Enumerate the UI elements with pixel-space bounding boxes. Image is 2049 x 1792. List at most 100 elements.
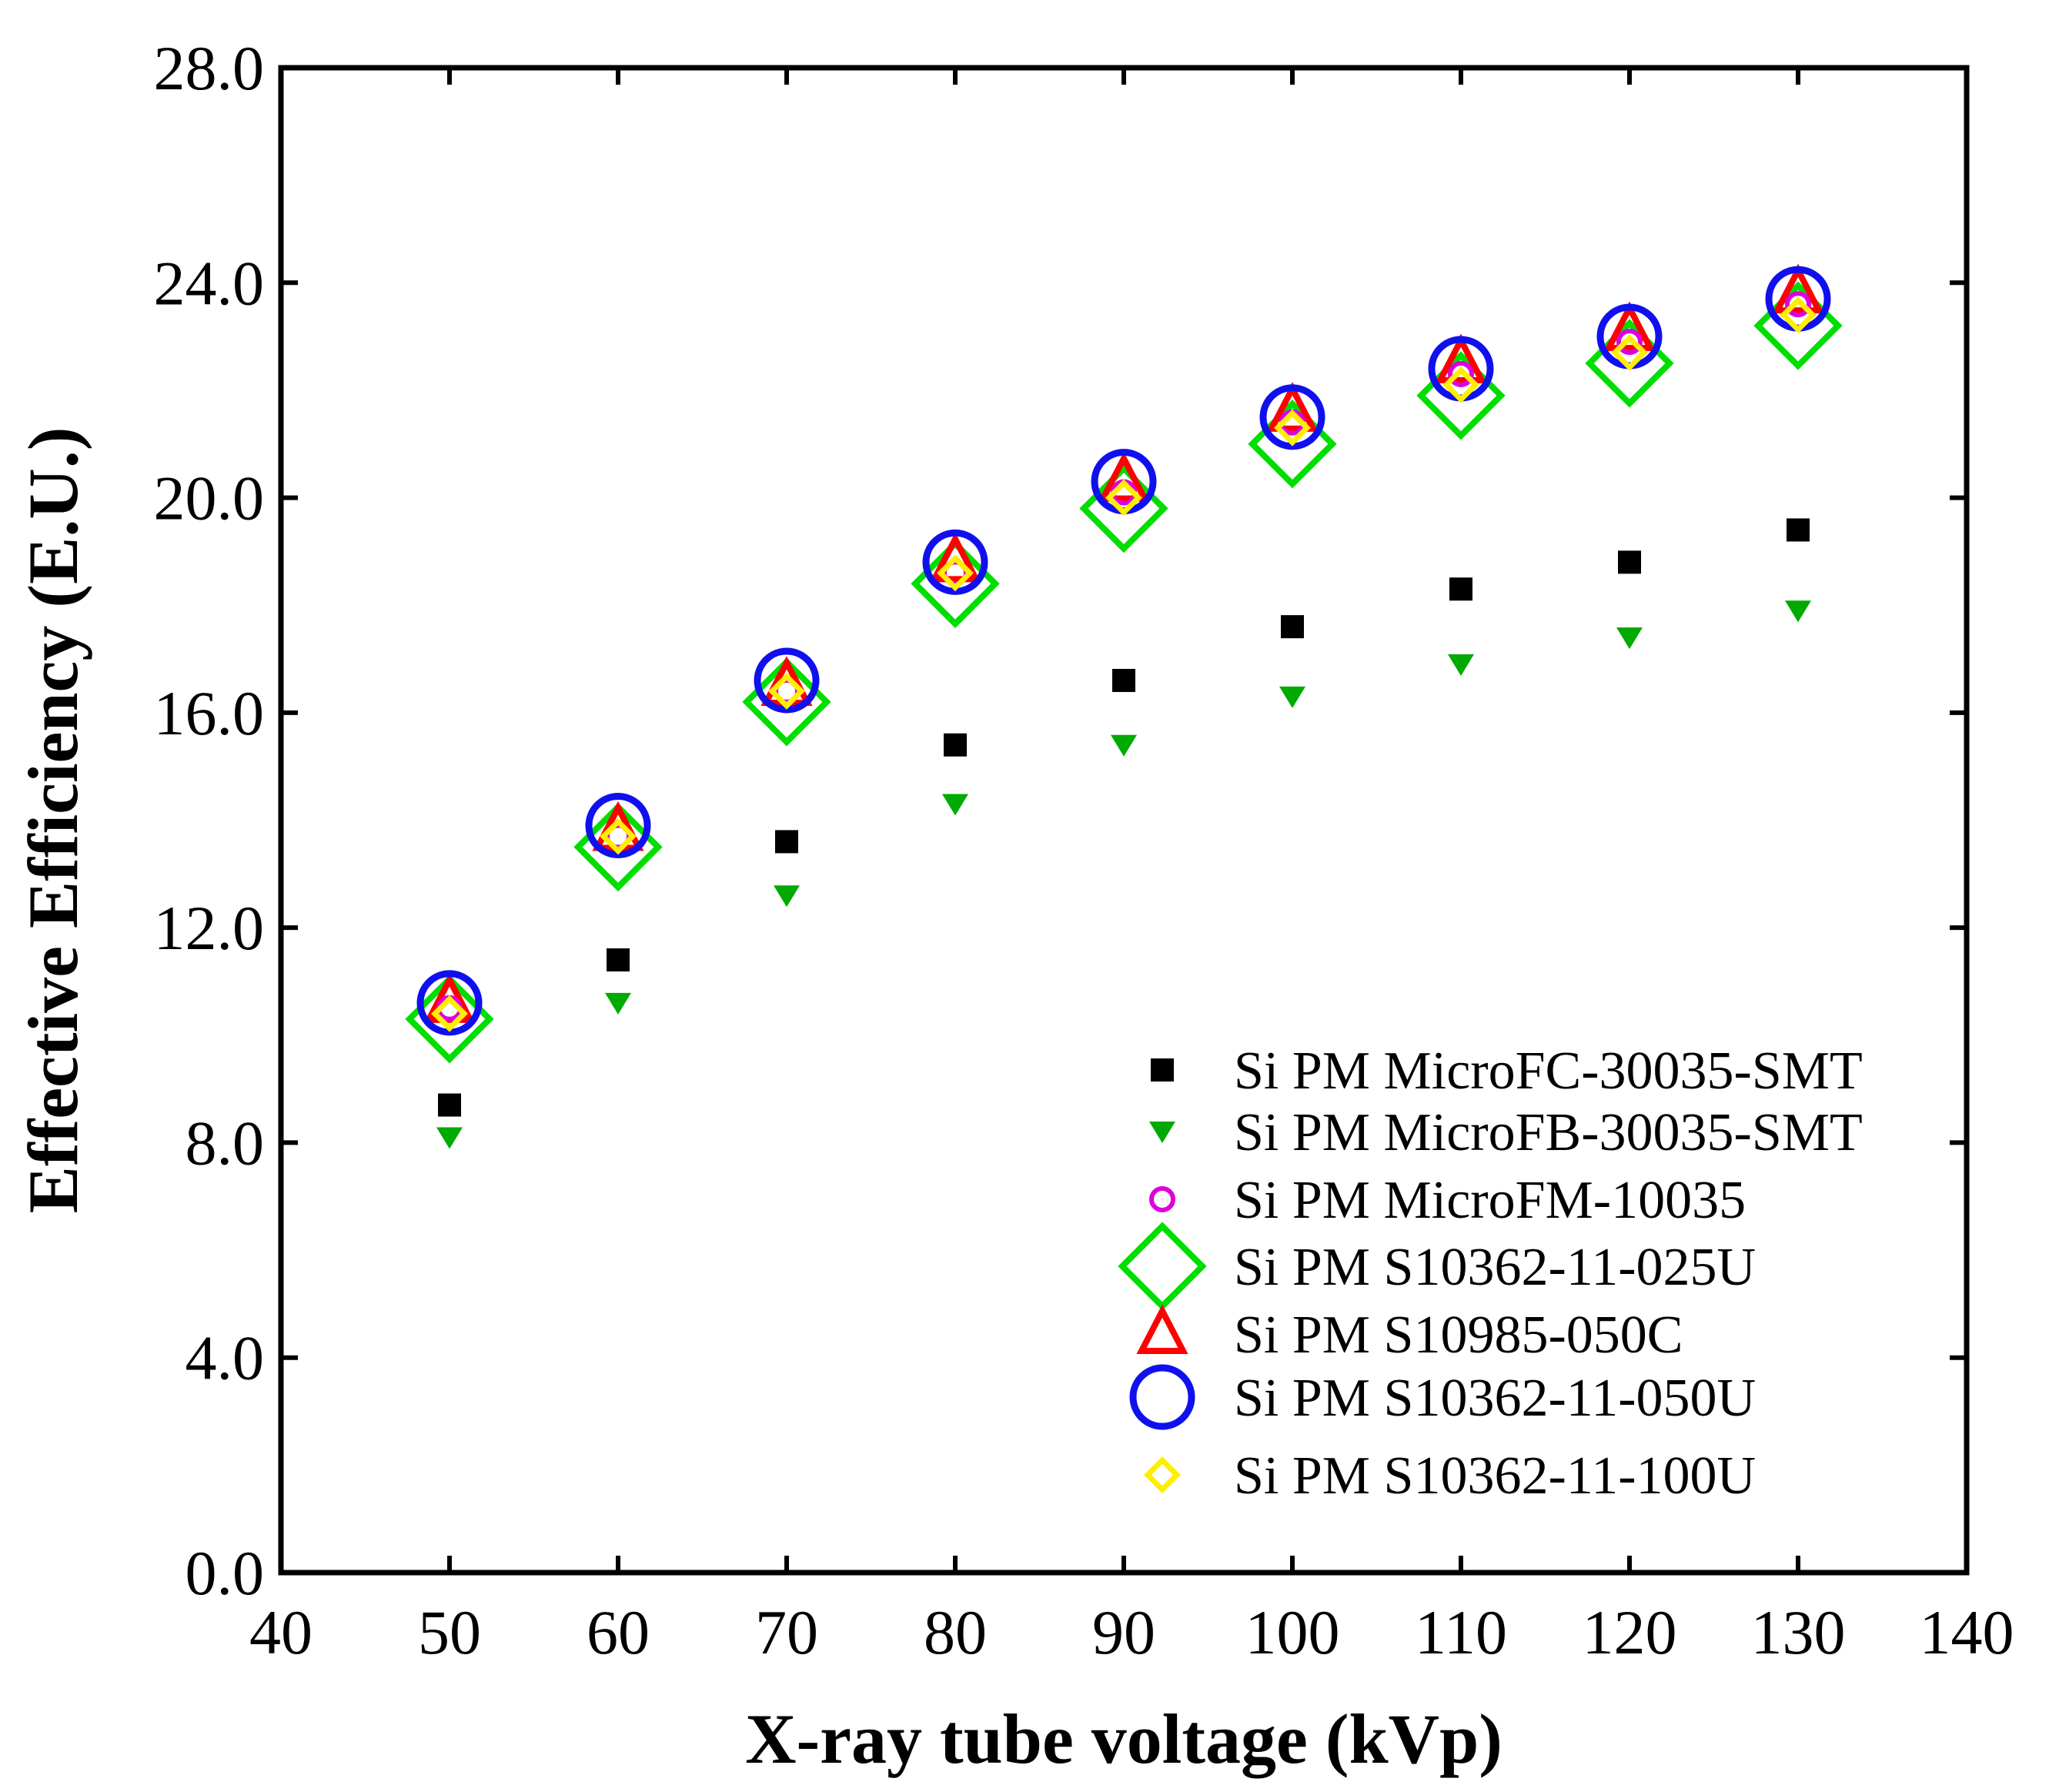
legend-item: Si PM S10362-11-025U (1118, 1222, 1756, 1311)
legend-marker (1149, 1122, 1175, 1143)
data-point (1772, 263, 1824, 314)
data-point (942, 794, 968, 816)
y-tick-label: 24.0 (154, 248, 265, 318)
plot-border (278, 65, 1970, 1576)
legend-marker (1151, 1058, 1174, 1082)
x-axis: 40 50 60 70 80 90 100 110 120 130 140 (249, 68, 2014, 1667)
data-point (605, 823, 631, 850)
data-point (1281, 615, 1304, 639)
legend-label: Si PM MicroFC-30035-SMT (1234, 1041, 1863, 1101)
data-point (605, 992, 631, 1015)
data-point (438, 1093, 461, 1117)
series-layer (405, 263, 1843, 1149)
series-2 (436, 291, 1811, 1021)
legend-label: Si PM S10362-11-050U (1234, 1369, 1756, 1428)
data-point (944, 733, 967, 757)
legend-item: Si PM S10362-11-050U (1129, 1364, 1756, 1430)
data-point (1785, 600, 1811, 623)
x-tick-label: 140 (1920, 1597, 2014, 1667)
data-point (1112, 668, 1135, 692)
x-tick-label: 60 (587, 1597, 650, 1667)
plot-frame (278, 65, 1970, 1576)
legend-item: Si PM MicroFM-10035 (1149, 1171, 1746, 1230)
legend-marker (1129, 1364, 1195, 1430)
legend-marker (1118, 1222, 1207, 1311)
legend-label: Si PM S10362-11-100U (1234, 1446, 1756, 1506)
series-6 (431, 296, 1817, 1032)
x-tick-label: 70 (755, 1597, 818, 1667)
data-point (760, 656, 813, 706)
x-tick-label: 90 (1092, 1597, 1155, 1667)
data-point (1616, 627, 1643, 650)
data-point (1442, 366, 1479, 403)
data-point (436, 1127, 463, 1149)
x-tick-label: 100 (1245, 1597, 1340, 1667)
data-point (600, 817, 637, 855)
data-point (1105, 479, 1142, 517)
y-axis-title: Effective Efficiency (E.U.) (14, 427, 92, 1214)
x-tick-label: 110 (1415, 1597, 1507, 1667)
data-point (775, 830, 798, 854)
y-tick-label: 4.0 (186, 1323, 265, 1393)
y-tick-label: 28.0 (154, 33, 265, 103)
x-axis-title: X-ray tube voltage (kVp) (745, 1700, 1502, 1778)
data-point (431, 995, 468, 1032)
x-tick-label: 120 (1583, 1597, 1677, 1667)
legend-item: Si PM S10362-11-100U (1144, 1446, 1756, 1506)
data-point (768, 672, 805, 710)
data-point (1448, 654, 1474, 677)
data-point (585, 792, 651, 858)
data-point (1274, 409, 1311, 446)
data-point (592, 801, 644, 851)
legend-label: Si PM S10985-050C (1234, 1306, 1683, 1365)
data-point (1780, 296, 1817, 334)
data-point (929, 532, 981, 583)
data-point (1266, 382, 1319, 432)
data-point (937, 554, 974, 592)
x-tick-label: 130 (1751, 1597, 1846, 1667)
data-point (607, 948, 630, 972)
series-5 (416, 266, 1831, 1036)
y-tick-label: 0.0 (186, 1538, 265, 1608)
data-point (1449, 577, 1472, 601)
data-point (1435, 333, 1487, 384)
data-point (1448, 360, 1474, 387)
data-point (1279, 686, 1305, 708)
y-tick-label: 8.0 (186, 1108, 265, 1178)
legend-item: Si PM MicroFC-30035-SMT (1151, 1041, 1863, 1101)
y-tick-label: 12.0 (154, 893, 265, 963)
legend-label: Si PM MicroFM-10035 (1234, 1171, 1746, 1230)
x-tick-label: 50 (418, 1597, 481, 1667)
y-tick-label: 16.0 (154, 678, 265, 748)
data-point (1259, 384, 1325, 450)
legend-label: Si PM S10362-11-025U (1234, 1238, 1756, 1297)
data-point (774, 677, 800, 704)
data-point (1787, 518, 1810, 542)
series-0 (438, 518, 1810, 1117)
data-point (1785, 291, 1811, 318)
y-axis: 0.0 4.0 8.0 12.0 16.0 20.0 24.0 28.0 (154, 33, 1967, 1608)
x-tick-label: 80 (924, 1597, 987, 1667)
legend-marker (1144, 1456, 1181, 1493)
legend-item: Si PM S10985-050C (1136, 1304, 1683, 1365)
legend-item: Si PM MicroFB-30035-SMT (1149, 1103, 1863, 1162)
legend-marker (1149, 1186, 1175, 1212)
data-point (942, 560, 968, 587)
series-1 (436, 600, 1811, 1149)
data-point (1611, 334, 1648, 372)
data-point (754, 647, 820, 714)
data-point (1618, 550, 1641, 574)
data-point (922, 529, 988, 595)
data-point (1616, 329, 1643, 356)
data-point (774, 885, 800, 908)
data-point (1098, 451, 1150, 502)
legend-marker (1136, 1304, 1188, 1354)
y-tick-label: 20.0 (154, 463, 265, 533)
x-tick-label: 40 (249, 1597, 313, 1667)
legend-label: Si PM MicroFB-30035-SMT (1234, 1103, 1863, 1162)
data-point (416, 970, 483, 1036)
data-point (1603, 301, 1656, 352)
data-point (1111, 734, 1137, 757)
